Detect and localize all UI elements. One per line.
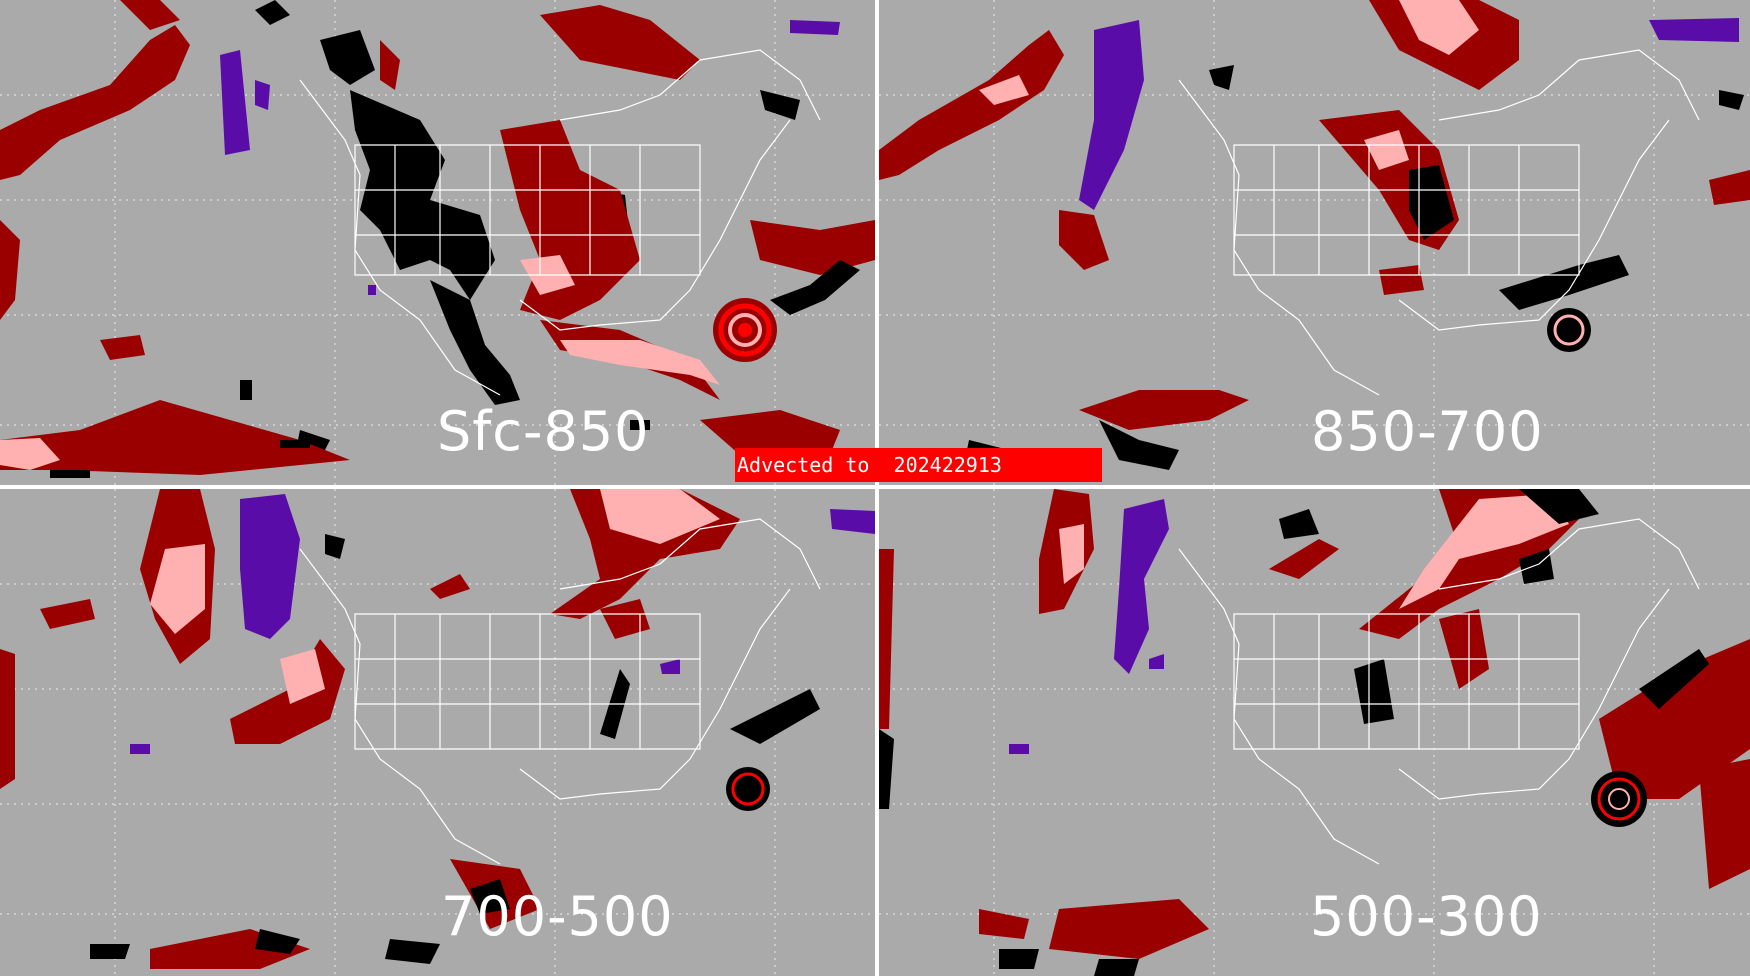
purple-region <box>220 20 840 295</box>
state-boundaries <box>1178 49 1700 396</box>
lat-lon-grid <box>0 489 875 976</box>
map-sfc-850 <box>0 0 875 485</box>
lat-lon-grid <box>879 489 1750 976</box>
panel-500-300: 500-300 <box>879 489 1750 976</box>
pink-region <box>150 489 720 704</box>
pink-region <box>1059 494 1569 609</box>
layer-label-sfc-850: Sfc-850 <box>437 400 650 463</box>
lat-lon-grid <box>879 0 1750 485</box>
purple-region <box>1009 499 1169 754</box>
scattered-black-patches <box>50 380 650 478</box>
panel-sfc-850: Sfc-850 <box>0 0 875 485</box>
hurricane-spiral <box>1591 771 1647 827</box>
layer-label-700-500: 700-500 <box>441 885 674 948</box>
layer-label-500-300: 500-300 <box>1310 885 1543 948</box>
purple-region <box>1079 18 1739 210</box>
map-850-700 <box>879 0 1750 485</box>
state-boundaries <box>299 49 821 396</box>
panel-700-500: 700-500 <box>0 489 875 976</box>
black-region <box>90 534 820 964</box>
advected-time-banner: Advected to 202422913 <box>735 448 1102 482</box>
layer-label-850-700: 850-700 <box>1311 400 1544 463</box>
dark-red-region <box>879 0 1750 430</box>
purple-region <box>130 494 875 754</box>
map-700-500 <box>0 489 875 976</box>
dark-red-region <box>0 0 875 475</box>
hurricane-spiral <box>713 260 860 362</box>
state-boundaries <box>1178 518 1700 865</box>
hurricane-spiral <box>1547 308 1591 352</box>
horizontal-divider <box>0 485 1750 489</box>
state-boundaries <box>299 518 821 865</box>
panel-850-700: 850-700 <box>879 0 1750 485</box>
map-500-300 <box>879 489 1750 976</box>
hurricane-spiral <box>726 767 770 811</box>
pink-region <box>979 0 1479 170</box>
